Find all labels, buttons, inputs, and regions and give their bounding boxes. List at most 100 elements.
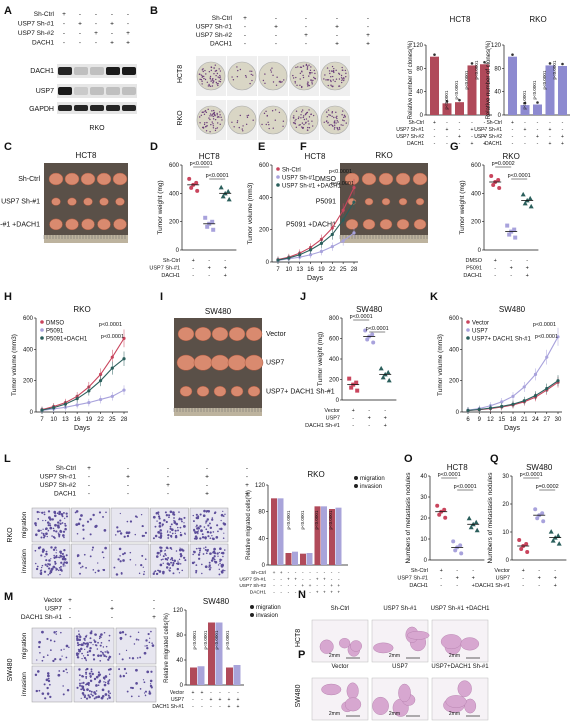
group-label: USP7 Sh-#1 +DACH1 [0, 221, 40, 228]
colony-dot [218, 80, 220, 82]
colony-dot [212, 550, 216, 554]
condition-sign: + [384, 423, 387, 429]
colony-dot [78, 518, 82, 521]
condition-sign: + [471, 141, 474, 147]
condition-sign: - [316, 584, 318, 589]
bar [545, 65, 555, 115]
condition-label: DACH1 [32, 40, 54, 47]
colony-dot [264, 82, 266, 85]
data-point [523, 101, 527, 105]
data-point [500, 404, 504, 408]
colony-dot [308, 84, 311, 87]
colony-dot [218, 77, 220, 79]
colony-dot [78, 561, 81, 565]
colony-dot [266, 114, 268, 117]
condition-sign: + [536, 134, 539, 140]
condition-sign: + [561, 134, 564, 140]
colony-dot [293, 115, 295, 117]
colony-dot [93, 639, 95, 641]
condition-sign: + [366, 41, 370, 48]
condition-sign: - [562, 127, 564, 133]
colony-dot [168, 516, 170, 519]
colony-dot [214, 560, 218, 564]
colony-dot [53, 640, 56, 643]
colony-dot [107, 680, 110, 683]
colony-dot [341, 69, 344, 71]
colony-dot [49, 524, 52, 527]
colony-dot [251, 79, 253, 82]
colony-dot [59, 529, 62, 532]
colony-dot [213, 73, 215, 75]
colony-dot [173, 519, 175, 522]
colony-dot [302, 76, 305, 79]
condition-label: USP7 Sh-#2 [40, 482, 77, 489]
colony-dot [42, 519, 44, 522]
condition-sign: + [538, 576, 541, 582]
colony-dot [150, 670, 153, 673]
colony-dot [217, 564, 220, 566]
tissue-section [372, 696, 389, 715]
colony-dot [210, 66, 213, 69]
condition-sign: - [275, 15, 277, 22]
colony-dot [301, 122, 304, 124]
colony-dot [341, 79, 343, 82]
condition-sign: + [316, 578, 319, 583]
condition-label: Sh-Ctrl [411, 568, 428, 574]
condition-sign: - [127, 21, 129, 28]
colony-dot [206, 81, 209, 84]
colony-dot [306, 129, 309, 131]
colony-dot [214, 118, 217, 121]
bar [520, 105, 530, 115]
y-tick-label: 40 [494, 90, 501, 96]
colony-dot [107, 694, 110, 697]
colony-dot [150, 686, 153, 689]
condition-label: USP7 Sh-#1 [396, 127, 424, 133]
condition-sign: + [456, 576, 459, 582]
panel-letter: M [4, 591, 13, 603]
colony-dot [309, 73, 311, 75]
x-tick-label: 7 [40, 417, 44, 423]
colony-dot [119, 555, 121, 557]
data-point [355, 388, 360, 393]
colony-dot [42, 536, 45, 539]
x-tick-label: 18 [510, 417, 517, 423]
y-tick-label: 400 [259, 195, 270, 201]
colony-dot [308, 64, 310, 66]
colony-dot [41, 692, 45, 695]
colony-dot [199, 78, 201, 80]
data-point [226, 196, 232, 202]
bar-invasion [335, 507, 342, 565]
condition-sign: - [309, 591, 311, 596]
condition-sign: - [111, 614, 113, 621]
condition-sign: - [288, 584, 290, 589]
colony-dot [207, 524, 210, 527]
condition-sign: + [494, 258, 497, 264]
x-tick-label: 25 [109, 417, 116, 423]
colony-dot [92, 658, 96, 661]
colony-dot [99, 654, 103, 657]
colony-dot [56, 524, 60, 527]
colony-dot [77, 652, 80, 655]
colony-dot [57, 532, 60, 534]
condition-sign: + [87, 465, 91, 472]
colony-dot [107, 682, 110, 685]
colony-dot [342, 124, 344, 126]
colony-dot [80, 688, 83, 691]
group-label: USP7 Sh-#1 +DACH1 [431, 606, 491, 612]
data-point [541, 519, 546, 524]
x-tick-label: 6 [466, 417, 470, 423]
colony-dot [335, 116, 337, 119]
colony-dot [159, 554, 162, 556]
x-tick-label: 9 [478, 417, 482, 423]
colony-dot [141, 525, 144, 528]
condition-sign: - [69, 606, 71, 613]
cell-image-tile [189, 507, 229, 543]
panel-letter: C [4, 141, 12, 153]
condition-sign: - [456, 583, 458, 589]
colony-dot [343, 114, 346, 117]
y-tick-label: 600 [449, 316, 460, 322]
colony-dot [268, 123, 270, 126]
colony-dot [336, 115, 338, 118]
row-label: invasion [21, 672, 28, 696]
